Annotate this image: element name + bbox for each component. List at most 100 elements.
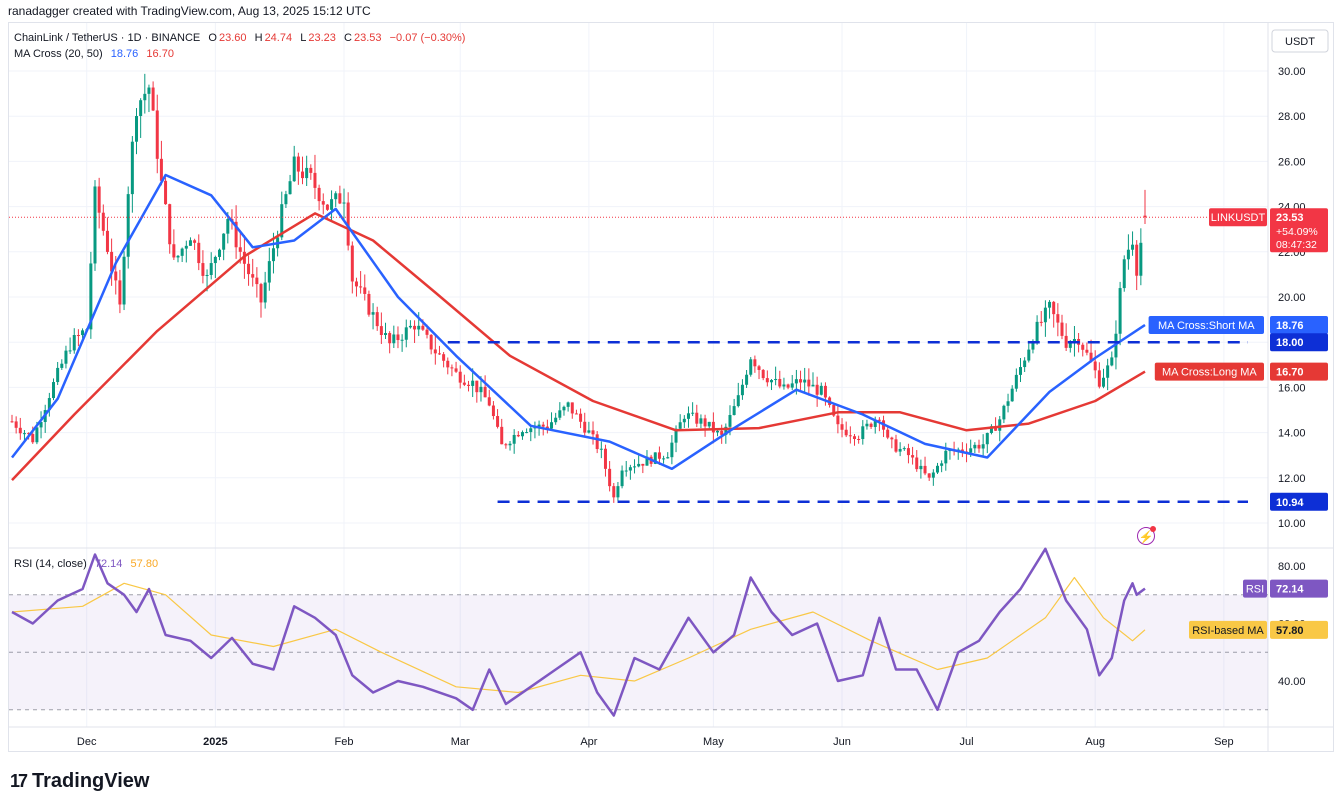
candle-body: [595, 434, 599, 450]
candle-body: [707, 421, 711, 427]
alert-dot-icon: [1150, 526, 1156, 532]
lightning-icon[interactable]: ⚡: [1137, 527, 1155, 545]
candle-body: [371, 312, 375, 315]
candle-body: [599, 448, 603, 450]
long-ma-tag-name-box: [1154, 362, 1264, 381]
low-value: 23.23: [308, 32, 336, 44]
time-tick-label: Jul: [960, 736, 974, 748]
candle-body: [711, 421, 715, 433]
ma-legend[interactable]: MA Cross (20, 50) 18.76 16.70: [14, 48, 176, 60]
candle-body: [852, 436, 856, 439]
candle-body: [861, 426, 865, 440]
candle-body: [462, 382, 466, 385]
price-tick-label: 14.00: [1278, 428, 1306, 440]
rsi-legend[interactable]: RSI (14, close) 72.14 57.80: [14, 558, 160, 570]
candle-body: [334, 193, 338, 200]
candle-body: [421, 325, 425, 330]
candle-body: [508, 443, 512, 446]
chart-frame: [8, 22, 1334, 752]
candle-body: [31, 434, 35, 443]
candle-body: [720, 430, 724, 435]
candle-body: [886, 429, 890, 438]
horizontal-levels: [9, 216, 1268, 504]
rsi-line: [11, 547, 1146, 717]
candle-body: [1110, 357, 1114, 366]
candle-body: [1014, 374, 1018, 389]
candle-body: [413, 325, 417, 330]
price-tick-label: 12.00: [1278, 473, 1306, 485]
candle-body: [857, 438, 861, 440]
candle-body: [379, 326, 383, 335]
low-label: L: [300, 32, 307, 44]
short-ma-tag-value-box: [1270, 316, 1328, 335]
candle-body: [823, 385, 827, 398]
candle-body: [234, 221, 238, 248]
candle-body: [815, 384, 819, 395]
candle-body: [678, 422, 682, 429]
candle-body: [56, 367, 60, 383]
candle-body: [973, 444, 977, 449]
candle-body: [1081, 344, 1085, 350]
change-value: −0.07 (−0.30%): [389, 32, 466, 44]
candle-body: [52, 382, 56, 399]
open-label: O: [208, 32, 217, 44]
rsi-tick-label: 80.00: [1278, 561, 1306, 573]
tradingview-mark-icon: 17: [10, 771, 28, 791]
candle-body: [164, 180, 168, 205]
candle-body: [151, 87, 155, 111]
candle-body: [989, 426, 993, 433]
candle-body: [429, 334, 433, 350]
candle-body: [554, 417, 558, 423]
candle-body: [1006, 401, 1010, 406]
candle-body: [674, 428, 678, 443]
short-ma-tag-name-box: [1148, 316, 1264, 335]
tradingview-logo[interactable]: 17 TradingView: [10, 770, 149, 793]
candle-body: [790, 383, 794, 388]
candle-body: [155, 110, 159, 159]
candle-body: [960, 449, 964, 452]
candle-body: [122, 256, 126, 305]
candle-body: [757, 366, 761, 370]
candle-body: [786, 384, 790, 388]
candle-body: [346, 202, 350, 246]
candle-body: [894, 439, 898, 452]
candle-body: [130, 141, 134, 195]
candle-body: [778, 378, 782, 387]
candle-body: [1023, 360, 1027, 368]
candle-body: [81, 330, 85, 336]
rsi-value: 72.14: [94, 558, 123, 570]
rsi-ma-value-box: [1270, 620, 1328, 639]
candle-body: [1052, 301, 1056, 315]
candle-body: [1068, 342, 1072, 348]
price-axis: USDT 10.00 12.00 14.00 16.00 18.00 20.00 22.00 2…: [1148, 29, 1329, 688]
long-ma-tag-value: 16.70: [1276, 367, 1304, 379]
candle-body: [305, 167, 309, 179]
symbol-label[interactable]: ChainLink / TetherUS · 1D · BINANCE: [14, 32, 201, 44]
candle-body: [525, 432, 529, 434]
candle-body: [247, 263, 251, 275]
chart-caption: ranadagger created with TradingView.com,…: [8, 4, 371, 18]
candle-body: [479, 386, 483, 393]
candle-body: [313, 172, 317, 188]
candle-body: [354, 281, 358, 287]
candle-body: [188, 240, 192, 246]
candle-body: [1043, 307, 1047, 323]
ma-long-value: 16.70: [146, 48, 174, 60]
candle-body: [184, 245, 188, 249]
short-ma-tag-name: MA Cross:Short MA: [1158, 320, 1255, 332]
candle-body: [799, 379, 803, 383]
candle-body: [309, 167, 313, 173]
candle-body: [1101, 377, 1105, 387]
symbol-tag: LINKUSDT: [1211, 212, 1266, 224]
rsi-name-box: [1243, 579, 1267, 598]
candle-body: [39, 422, 43, 428]
long-ma-line: [11, 212, 1146, 481]
candle-body: [998, 419, 1002, 431]
brand-name: TradingView: [32, 770, 150, 792]
candle-body: [301, 171, 305, 179]
candle-body: [1064, 335, 1068, 348]
last-price-value: 23.53: [1276, 212, 1304, 224]
candle-body: [1027, 349, 1031, 361]
candle-body: [807, 379, 811, 387]
